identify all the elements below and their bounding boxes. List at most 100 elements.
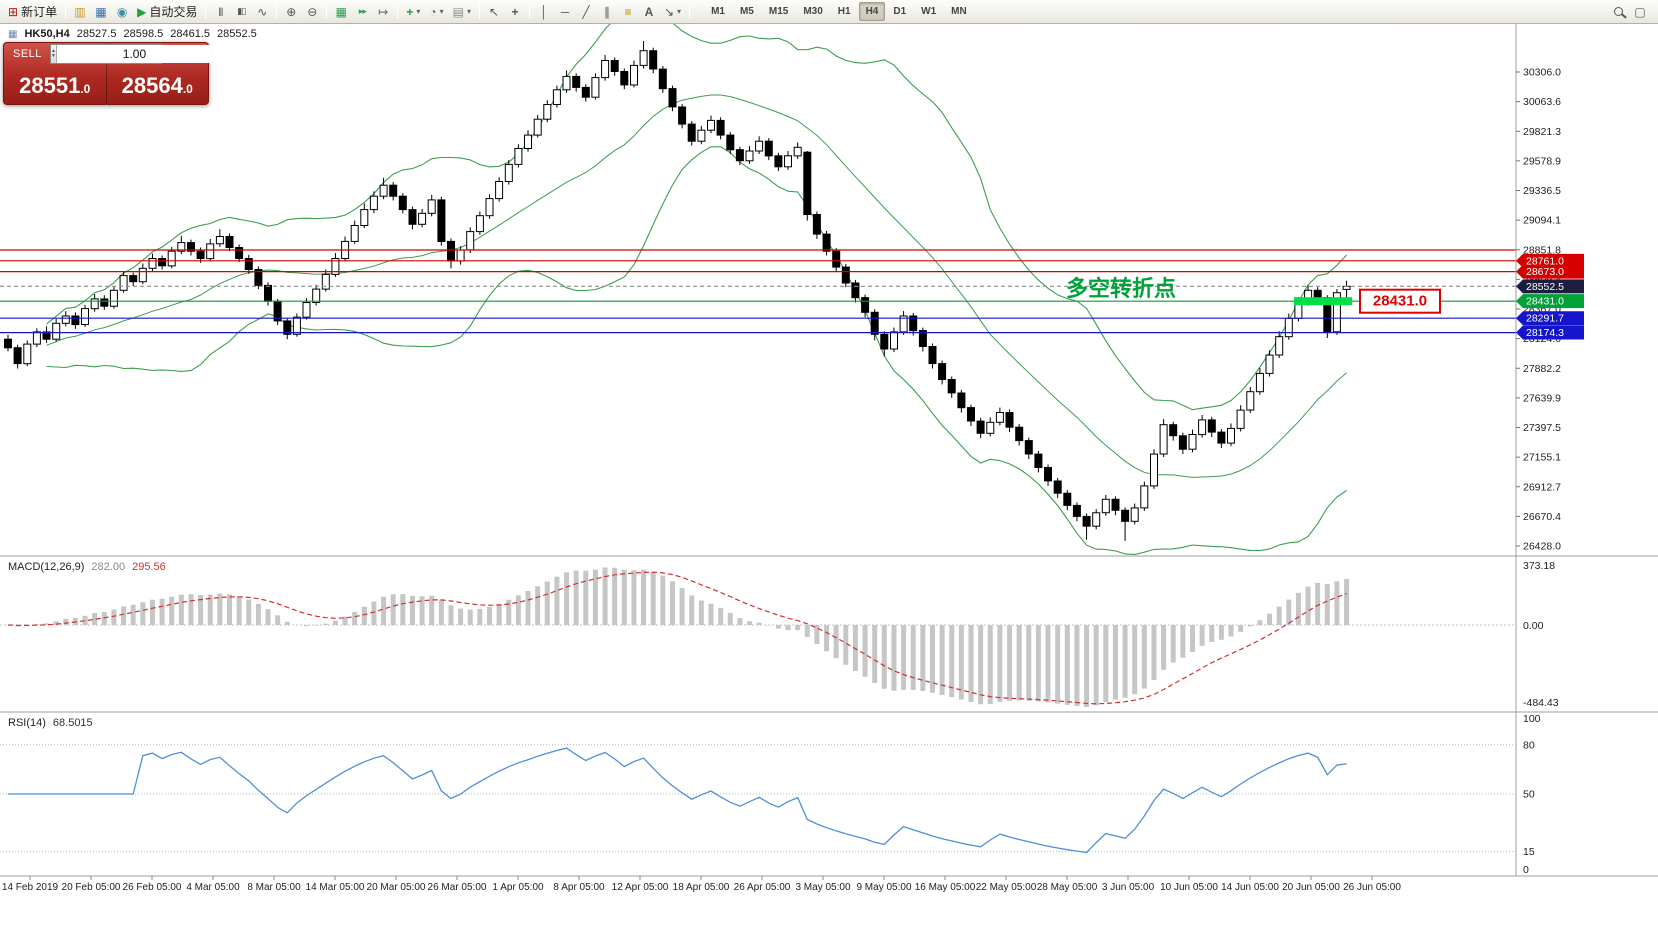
candle-body [1207,419,1216,433]
toolbar-separator [276,4,278,19]
candle-body [485,198,494,217]
timeframe-mn-button[interactable]: MN [951,6,967,17]
timeframe-h4-button[interactable]: H4 [858,2,886,21]
timeframe-h1-button[interactable]: H1 [837,6,851,17]
candle-body [312,288,321,304]
spinner-down-icon[interactable]: ▼ [51,53,56,59]
profiles-icon: ▦ [95,4,107,19]
dropdown-arrow-icon[interactable]: ▾ [466,7,471,16]
chart-icon: ▦ [8,28,18,40]
low-value: 28461.5 [170,28,210,40]
text-button[interactable]: A [639,2,659,22]
candle-body [1313,289,1322,299]
vertical-line-button[interactable]: │ [534,2,554,22]
channel-button[interactable]: ∥ [597,2,617,22]
profiles-button[interactable]: ▦ [91,2,111,22]
candle-body [302,302,311,318]
candle-body [1275,336,1284,356]
fibonacci-button[interactable]: ≡ [618,2,638,22]
bollinger-middle-band [46,94,1347,478]
candle-body [32,331,41,345]
price-axis-label: 27639.9 [1523,392,1561,404]
periods-button[interactable]: ◔ ▾ [425,2,447,22]
crosshair-button[interactable]: + [505,2,525,22]
candle-body [947,379,956,394]
candle-body [562,75,571,91]
candle-body [215,236,224,245]
rsi-indicator-label: RSI(14) 68.5015 [8,717,93,729]
bar-chart-mode-button[interactable]: ||| [210,2,230,22]
chart-plot-area[interactable] [0,24,1516,556]
toolbar-separator [65,4,67,19]
price-axis-label: 29578.9 [1523,155,1561,167]
candle-body [1034,453,1043,469]
chart-canvas[interactable]: 多空转折点 28431.0 30306.0 30063.6 29821.3 29578.9… [0,24,1658,950]
arrows-button[interactable]: ↘ ▾ [660,2,685,22]
candle-body [658,68,667,90]
time-axis-label: 4 Mar 05:00 [186,882,240,893]
candle-body [206,243,215,260]
candle-body [726,134,735,151]
indicators-button[interactable]: + ▾ [402,2,424,22]
candle-body [292,316,301,335]
cursor-button[interactable]: ↖ [484,2,504,22]
candle-body [918,330,927,348]
candle-body [389,184,398,197]
zoom-in-button[interactable]: ⊕ [281,2,301,22]
candle-body [890,331,898,350]
candlestick-mode-button[interactable]: ▮▯ [231,2,251,22]
candle-body [986,421,995,434]
candle-body [158,258,167,267]
auto-scroll-button[interactable]: ▸▸ [352,2,372,22]
volume-spinner[interactable]: ▲ ▼ [51,45,57,63]
price-tag-label: 28431.0 [1526,296,1564,308]
timeframe-m30-button[interactable]: M30 [803,6,823,17]
candle-body [1063,492,1072,506]
candle-body [1140,485,1149,509]
price-axis-label: 27397.5 [1523,422,1561,434]
time-axis-label: 16 May 05:00 [915,882,976,893]
candle-body [13,347,22,365]
candle-body [755,140,764,152]
spinner-up-icon[interactable]: ▲ [51,48,56,54]
timeframe-d1-button[interactable]: D1 [893,6,907,17]
time-axis-label: 20 Mar 05:00 [367,882,426,893]
timeframe-m15-button[interactable]: M15 [768,6,789,17]
candle-body [764,140,773,157]
candle-body [909,315,918,332]
indicators-add-icon: + [406,4,414,19]
templates-button[interactable]: ▤ ▾ [449,2,475,22]
data-window-button[interactable]: ◉ [112,2,132,22]
volume-input[interactable] [56,45,212,63]
new-window-button[interactable]: ▢ [1630,2,1650,22]
trendline-button[interactable]: ╱ [576,2,596,22]
candle-body [861,297,870,313]
chart-folder-icon: ▥ [74,4,86,19]
candle-body [514,148,523,165]
timeframe-w1-button[interactable]: W1 [921,6,937,17]
candle-body [610,60,619,72]
timeframe-m5-button[interactable]: M5 [739,6,754,17]
new-order-button[interactable]: ⊞ 新订单 [4,2,61,22]
candle-body [196,250,205,259]
candle-body [1101,498,1110,514]
candle-body [225,236,234,248]
dropdown-arrow-icon[interactable]: ▾ [439,7,444,16]
main-toolbar: ⊞ 新订单 ▥ ▦ ◉ ▶ 自动交易 ||| ▮▯ ∿ ⊕ ⊖ ▦ ▸▸ ↦ + ▾ ◔ ▾ ▤ ▾ ↖ + │ ─ ╱ ∥ ≡ A ↘ ▾… [0,0,1658,24]
open-chart-button[interactable]: ▥ [70,2,90,22]
horizontal-line-button[interactable]: ─ [555,2,575,22]
candle-body [187,242,195,252]
tile-windows-button[interactable]: ▦ [331,2,351,22]
search-button[interactable] [1608,2,1628,22]
autotrading-button[interactable]: ▶ 自动交易 [133,2,201,22]
candle-body [533,118,542,136]
zoom-out-button[interactable]: ⊖ [302,2,322,22]
line-chart-mode-button[interactable]: ∿ [252,2,272,22]
time-axis-label: 26 Feb 05:00 [123,882,182,893]
price-axis-label: 26670.4 [1523,511,1561,523]
timeframe-m1-button[interactable]: M1 [711,6,725,17]
chart-shift-button[interactable]: ↦ [373,2,393,22]
candle-body [1332,292,1341,333]
dropdown-arrow-icon[interactable]: ▾ [416,7,421,16]
dropdown-arrow-icon[interactable]: ▾ [677,7,682,16]
